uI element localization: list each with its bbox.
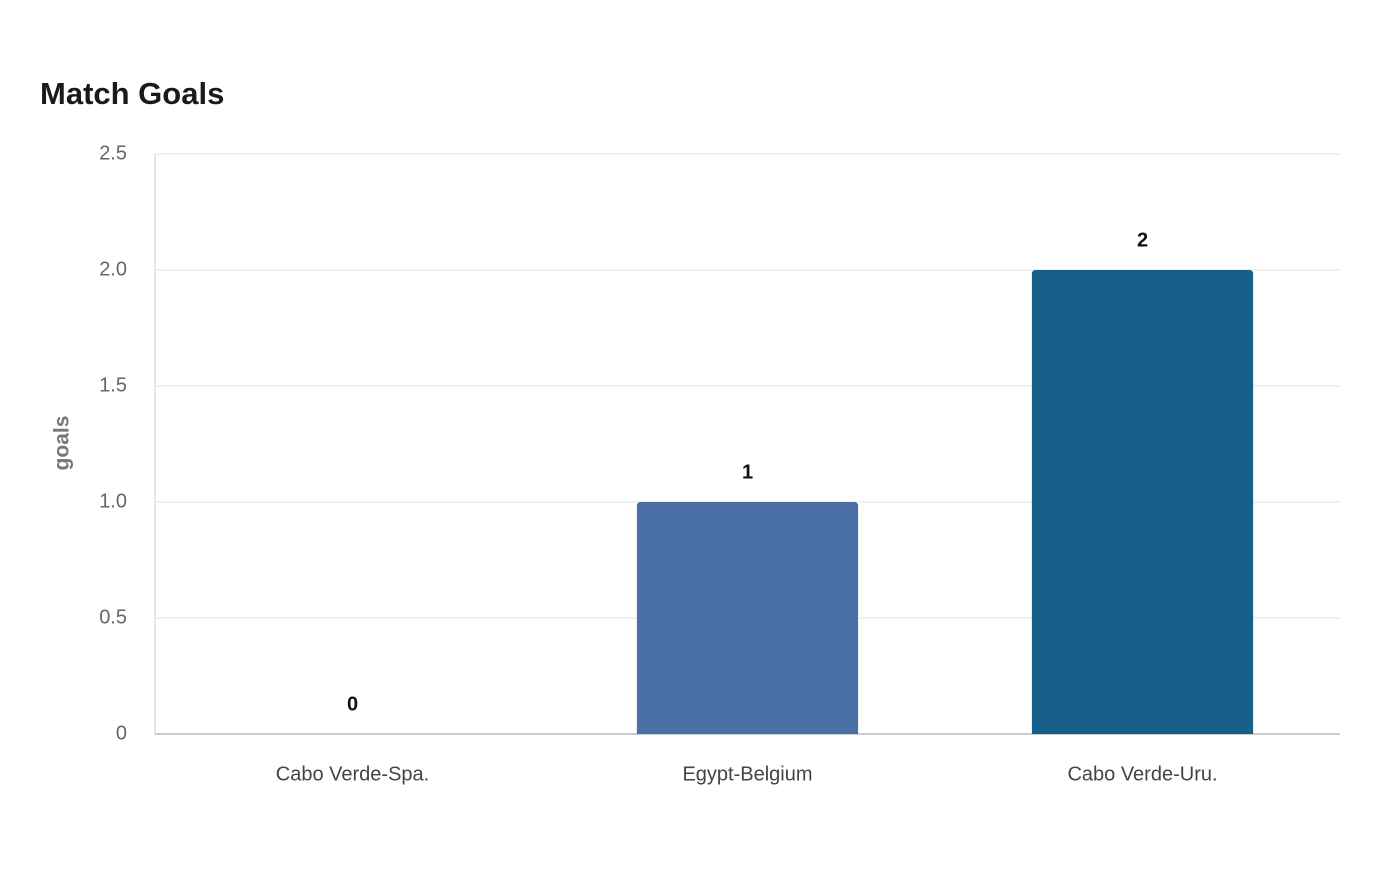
y-tick-label: 0 [116, 722, 127, 744]
x-tick-label: Cabo Verde-Spa. [276, 763, 429, 785]
bar [1031, 270, 1254, 734]
y-tick-label: 0.5 [99, 606, 127, 628]
y-tick-label: 2.0 [99, 258, 127, 280]
chart-title: Match Goals [40, 76, 224, 111]
value-label: 0 [347, 693, 358, 715]
x-tick-label: Egypt-Belgium [682, 763, 812, 785]
x-tick-label: Cabo Verde-Uru. [1067, 763, 1217, 785]
y-tick-label: 1.0 [99, 490, 127, 512]
value-label: 1 [742, 461, 753, 483]
bar [636, 502, 859, 734]
y-tick-label: 2.5 [99, 142, 127, 164]
y-axis-title: goals [51, 416, 74, 471]
y-tick-label: 1.5 [99, 374, 127, 396]
value-label: 2 [1137, 229, 1148, 251]
